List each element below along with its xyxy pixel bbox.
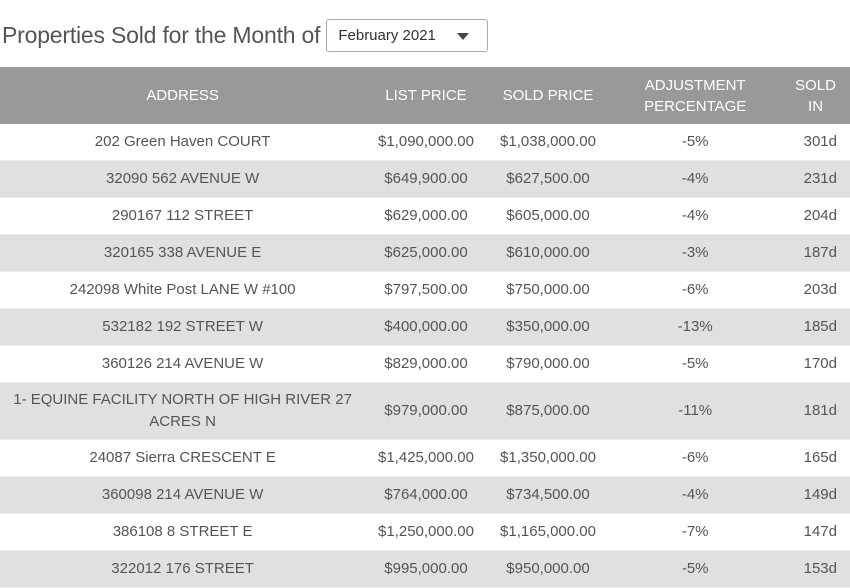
cell-list-price: $995,000.00 <box>365 550 487 588</box>
cell-adjustment-percentage: -7% <box>609 513 782 551</box>
table-row: 360126 214 AVENUE W $829,000.00 $790,000.0… <box>0 345 850 383</box>
cell-address: 532182 192 STREET W <box>0 308 366 346</box>
cell-adjustment-percentage: -5% <box>609 124 782 161</box>
column-header-adjustment-percentage[interactable]: ADJUSTMENT PERCENTAGE <box>609 67 782 124</box>
table-row: 322012 176 STREET $995,000.00 $950,000.00-… <box>0 550 850 588</box>
cell-sold-price: $950,000.00 <box>486 550 610 588</box>
cell-address: 386108 8 STREET E <box>0 513 366 551</box>
cell-sold-in: 181d <box>781 382 850 440</box>
cell-sold-in: 187d <box>781 234 850 272</box>
cell-sold-price: $610,000.00 <box>486 234 610 272</box>
cell-address: 24087 Sierra CRESCENT E <box>0 439 366 477</box>
cell-address: 320165 338 AVENUE E <box>0 234 366 272</box>
table-row: 24087 Sierra CRESCENT E $1,425,000.00 $1,3… <box>0 439 850 477</box>
cell-sold-price: $1,038,000.00 <box>486 124 610 161</box>
cell-address: 242098 White Post LANE W #100 <box>0 271 366 309</box>
table-row: 386108 8 STREET E $1,250,000.00 $1,165,000… <box>0 513 850 551</box>
cell-adjustment-percentage: -4% <box>609 160 782 198</box>
cell-sold-in: 185d <box>781 308 850 346</box>
cell-list-price: $1,425,000.00 <box>365 439 487 477</box>
cell-sold-in: 231d <box>781 160 850 198</box>
cell-sold-price: $875,000.00 <box>486 382 610 440</box>
cell-sold-price: $750,000.00 <box>486 271 610 309</box>
page-title: Properties Sold for the Month of <box>2 22 321 48</box>
month-select[interactable]: February 2021 <box>326 19 489 52</box>
cell-sold-in: 147d <box>781 513 850 551</box>
cell-address: 32090 562 AVENUE W <box>0 160 366 198</box>
cell-sold-in: 301d <box>781 124 850 161</box>
table-row: 202 Green Haven COURT $1,090,000.00 $1,038… <box>0 124 850 161</box>
cell-address: 202 Green Haven COURT <box>0 124 366 161</box>
table-row: 290167 112 STREET $629,000.00 $605,000.00-… <box>0 197 850 235</box>
column-header-sold-in[interactable]: SOLD IN <box>781 67 850 124</box>
cell-adjustment-percentage: -4% <box>609 197 782 235</box>
cell-adjustment-percentage: -5% <box>609 550 782 588</box>
cell-adjustment-percentage: -6% <box>609 439 782 477</box>
cell-address: 290167 112 STREET <box>0 197 366 235</box>
cell-sold-in: 204d <box>781 197 850 235</box>
cell-adjustment-percentage: -11% <box>609 382 782 440</box>
chevron-down-icon <box>457 33 470 40</box>
cell-sold-in: 170d <box>781 345 850 383</box>
cell-list-price: $797,500.00 <box>365 271 487 309</box>
table-row: 360098 214 AVENUE W $764,000.00 $734,500.0… <box>0 476 850 514</box>
cell-sold-in: 165d <box>781 439 850 477</box>
cell-list-price: $829,000.00 <box>365 345 487 383</box>
cell-list-price: $764,000.00 <box>365 476 487 514</box>
cell-address: 322012 176 STREET <box>0 550 366 588</box>
cell-list-price: $400,000.00 <box>365 308 487 346</box>
month-select-value: February 2021 <box>338 27 436 44</box>
table-row: 320165 338 AVENUE E $625,000.00 $610,000.0… <box>0 234 850 272</box>
cell-list-price: $979,000.00 <box>365 382 487 440</box>
table-row: 242098 White Post LANE W #100 $797,500.00… <box>0 271 850 309</box>
cell-sold-price: $1,165,000.00 <box>486 513 610 551</box>
cell-adjustment-percentage: -5% <box>609 345 782 383</box>
column-header-address[interactable]: ADDRESS <box>0 67 366 124</box>
table-row: 32090 562 AVENUE W $649,900.00 $627,500.00… <box>0 160 850 198</box>
cell-list-price: $1,250,000.00 <box>365 513 487 551</box>
table-header-row: ADDRESS LIST PRICE SOLD PRICE ADJUSTMENT… <box>0 67 850 124</box>
cell-sold-in: 153d <box>781 550 850 588</box>
cell-list-price: $1,090,000.00 <box>365 124 487 161</box>
page-header: Properties Sold for the Month of Februar… <box>2 18 489 53</box>
cell-list-price: $625,000.00 <box>365 234 487 272</box>
cell-list-price: $629,000.00 <box>365 197 487 235</box>
cell-adjustment-percentage: -3% <box>609 234 782 272</box>
table-row: 532182 192 STREET W $400,000.00 $350,000.0… <box>0 308 850 346</box>
cell-adjustment-percentage: -13% <box>609 308 782 346</box>
cell-sold-price: $734,500.00 <box>486 476 610 514</box>
cell-address: 360098 214 AVENUE W <box>0 476 366 514</box>
cell-sold-price: $1,350,000.00 <box>486 439 610 477</box>
cell-adjustment-percentage: -6% <box>609 271 782 309</box>
cell-address: 360126 214 AVENUE W <box>0 345 366 383</box>
column-header-list-price[interactable]: LIST PRICE <box>365 67 487 124</box>
cell-adjustment-percentage: -4% <box>609 476 782 514</box>
cell-sold-in: 149d <box>781 476 850 514</box>
column-header-sold-price[interactable]: SOLD PRICE <box>486 67 610 124</box>
cell-sold-price: $350,000.00 <box>486 308 610 346</box>
cell-list-price: $649,900.00 <box>365 160 487 198</box>
cell-sold-price: $605,000.00 <box>486 197 610 235</box>
cell-sold-price: $627,500.00 <box>486 160 610 198</box>
table-row: 1- EQUINE FACILITY NORTH OF HIGH RIVER 2… <box>0 382 850 440</box>
properties-table: ADDRESS LIST PRICE SOLD PRICE ADJUSTMENT… <box>0 67 850 588</box>
cell-address: 1- EQUINE FACILITY NORTH OF HIGH RIVER 2… <box>0 382 366 440</box>
cell-sold-price: $790,000.00 <box>486 345 610 383</box>
cell-sold-in: 203d <box>781 271 850 309</box>
